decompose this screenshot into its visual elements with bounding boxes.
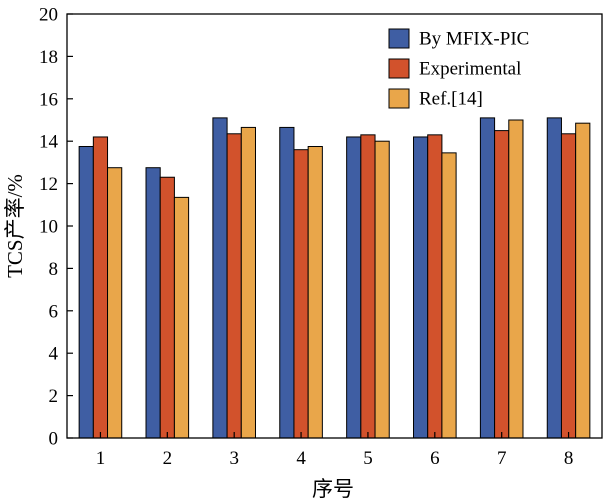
bar-by-mfix-pic-1 — [78, 146, 94, 439]
bar-by-mfix-pic-5 — [346, 136, 362, 439]
y-tick-label: 6 — [49, 301, 59, 322]
bar-experimental-1 — [92, 136, 109, 439]
y-axis-title: TCS产率/% — [3, 174, 27, 278]
y-tick-label: 20 — [39, 5, 58, 26]
bar-ref-14-4 — [307, 146, 323, 439]
bar-ref-14-5 — [374, 140, 390, 439]
x-tick-label: 6 — [430, 448, 440, 469]
bar-by-mfix-pic-2 — [145, 167, 161, 439]
bar-experimental-7 — [494, 130, 510, 439]
legend: By MFIX-PIC Experimental Ref.[14] — [388, 28, 529, 110]
bar-by-mfix-pic-4 — [279, 126, 295, 439]
bar-ref-14-6 — [441, 152, 457, 439]
bars-group — [78, 117, 591, 439]
legend-label: Ref.[14] — [419, 89, 483, 110]
y-tick-label: 8 — [49, 259, 59, 280]
x-tick-label: 8 — [564, 448, 574, 469]
legend-swatch — [388, 28, 410, 49]
y-tick-label: 0 — [49, 429, 59, 450]
x-tick-label: 5 — [363, 448, 373, 469]
bar-by-mfix-pic-7 — [479, 117, 496, 439]
y-tick-label: 10 — [39, 217, 58, 238]
bar-experimental-3 — [226, 133, 242, 439]
legend-swatch — [388, 58, 410, 79]
y-tick-label: 4 — [49, 344, 59, 365]
legend-label: By MFIX-PIC — [419, 29, 529, 50]
bar-ref-14-3 — [240, 126, 256, 439]
x-tick-label: 7 — [497, 448, 507, 469]
x-axis-title: 序号 — [312, 477, 354, 501]
x-tick-label: 3 — [229, 448, 239, 469]
legend-swatch — [388, 88, 410, 109]
bar-experimental-2 — [159, 176, 175, 439]
x-tick-label: 1 — [96, 448, 106, 469]
y-tick-label: 2 — [49, 386, 59, 407]
bar-experimental-4 — [293, 149, 309, 439]
bar-experimental-5 — [360, 134, 376, 439]
y-tick-label: 12 — [39, 174, 58, 195]
y-tick-label: 14 — [39, 132, 59, 153]
bar-experimental-6 — [427, 134, 443, 439]
bar-ref-14-1 — [107, 167, 123, 439]
x-tick-label: 4 — [296, 448, 306, 469]
bar-ref-14-8 — [575, 122, 591, 439]
y-axis: 0 2 4 6 8 10 12 14 16 18 20 — [39, 5, 73, 450]
x-tick-label: 2 — [163, 448, 173, 469]
bar-ref-14-7 — [508, 119, 524, 439]
bar-experimental-8 — [560, 133, 577, 439]
bar-ref-14-2 — [173, 196, 190, 439]
y-tick-label: 16 — [39, 89, 58, 110]
x-axis: 1 2 3 4 5 6 7 8 — [96, 432, 574, 469]
y-tick-label: 18 — [39, 47, 58, 68]
legend-label: Experimental — [419, 59, 521, 80]
bar-by-mfix-pic-3 — [212, 117, 228, 439]
bar-by-mfix-pic-6 — [413, 136, 429, 439]
bar-by-mfix-pic-8 — [546, 117, 562, 439]
